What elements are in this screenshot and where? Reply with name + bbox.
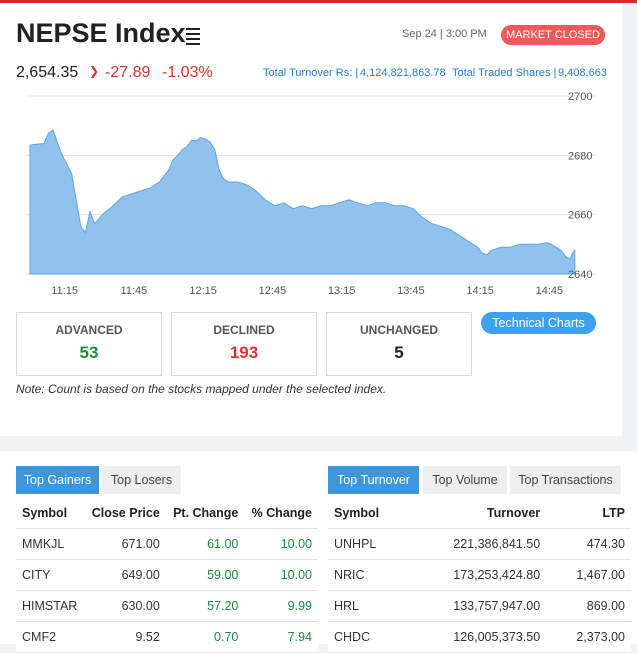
table-cell: 9.52 bbox=[84, 621, 166, 653]
tab-top-losers[interactable]: Top Losers bbox=[102, 466, 181, 494]
table-cell: 9.99 bbox=[244, 590, 318, 622]
y-tick-label: 2680 bbox=[568, 150, 592, 162]
unchanged-box: UNCHANGED 5 bbox=[326, 312, 472, 376]
table-cell: 7.94 bbox=[244, 621, 318, 653]
declined-count: 193 bbox=[229, 343, 259, 362]
table-row[interactable]: CMF2 9.52 0.70 7.94 bbox=[16, 621, 318, 653]
traded-shares-value: 9,408,663 bbox=[558, 67, 607, 79]
x-tick-label: 13:15 bbox=[328, 285, 356, 297]
table-cell: 10.00 bbox=[244, 528, 318, 560]
table-cell: 630.00 bbox=[84, 590, 166, 622]
table-cell: NRIC bbox=[328, 559, 408, 591]
index-area-series bbox=[29, 129, 576, 275]
y-tick-label: 2660 bbox=[568, 210, 592, 222]
gainers-table: Symbol Close Price Pt. Change % Change M… bbox=[16, 498, 318, 653]
x-tick-label: 14:45 bbox=[536, 285, 564, 297]
table-cell: CITY bbox=[16, 559, 85, 591]
col-turnover: Turnover bbox=[407, 498, 547, 529]
col-pt-change: Pt. Change bbox=[165, 498, 245, 529]
col-ltp: LTP bbox=[546, 498, 631, 529]
turnover-table: Symbol Turnover LTP UNHPL 221,386,841.50 4… bbox=[328, 498, 631, 653]
table-cell: 133,757,947.00 bbox=[407, 590, 547, 622]
table-row[interactable]: UNHPL 221,386,841.50 474.30 bbox=[328, 528, 631, 560]
declined-box: DECLINED 193 bbox=[171, 312, 317, 376]
tab-top-turnover[interactable]: Top Turnover bbox=[328, 466, 419, 494]
table-cell: 221,386,841.50 bbox=[407, 528, 547, 560]
table-cell: 10.00 bbox=[244, 559, 318, 591]
traded-shares-label: Total Traded Shares | bbox=[452, 67, 557, 79]
col-close-price: Close Price bbox=[84, 498, 166, 529]
table-cell: 474.30 bbox=[546, 528, 631, 560]
table-cell: 2,373.00 bbox=[546, 621, 631, 653]
unchanged-count: 5 bbox=[394, 343, 404, 362]
table-cell: 869.00 bbox=[546, 590, 631, 622]
table-cell: 57.20 bbox=[165, 590, 245, 622]
chevron-down-icon: ❯ bbox=[89, 64, 100, 78]
list-menu-icon[interactable] bbox=[186, 28, 200, 48]
index-change-points: -27.89 bbox=[105, 64, 151, 81]
table-cell: 671.00 bbox=[84, 528, 166, 560]
advanced-label: ADVANCED bbox=[55, 323, 123, 337]
x-tick-label: 13:45 bbox=[397, 285, 425, 297]
page-title: NEPSE Index bbox=[16, 18, 186, 48]
x-tick-label: 12:45 bbox=[259, 285, 287, 297]
y-tick-label: 2700 bbox=[568, 91, 592, 103]
tab-top-gainers[interactable]: Top Gainers bbox=[16, 466, 99, 494]
advanced-count: 53 bbox=[79, 343, 99, 362]
x-tick-label: 12:15 bbox=[189, 285, 217, 297]
declined-label: DECLINED bbox=[213, 323, 275, 337]
table-cell: 173,253,424.80 bbox=[407, 559, 547, 591]
x-tick-label: 11:45 bbox=[121, 285, 148, 297]
x-tick-label: 14:15 bbox=[466, 285, 494, 297]
index-chart: 2700 2680 2660 2640 11:15 11:45 12:15 12:45 13:… bbox=[26, 91, 596, 297]
index-change-percent: -1.03% bbox=[162, 64, 213, 81]
unchanged-label: UNCHANGED bbox=[360, 323, 438, 337]
table-cell: CMF2 bbox=[16, 621, 85, 653]
table-cell: 59.00 bbox=[165, 559, 245, 591]
turnover-value: 4,124,821,863.78 bbox=[360, 67, 446, 79]
table-row[interactable]: HIMSTAR 630.00 57.20 9.99 bbox=[16, 590, 318, 622]
table-header-row: Symbol Close Price Pt. Change % Change bbox=[16, 498, 318, 529]
table-cell: 649.00 bbox=[84, 559, 166, 591]
col-pct-change: % Change bbox=[244, 498, 318, 529]
index-note: Note: Count is based on the stocks mappe… bbox=[16, 382, 387, 396]
turnover-label: Total Turnover Rs: | bbox=[263, 67, 359, 79]
market-status-badge: MARKET CLOSED bbox=[501, 25, 605, 45]
table-cell: 126,005,373.50 bbox=[407, 621, 547, 653]
table-header-row: Symbol Turnover LTP bbox=[328, 498, 631, 529]
tab-top-transactions[interactable]: Top Transactions bbox=[510, 466, 621, 494]
table-cell: 1,467.00 bbox=[546, 559, 631, 591]
table-row[interactable]: HRL 133,757,947.00 869.00 bbox=[328, 590, 631, 622]
table-cell: 0.70 bbox=[165, 621, 245, 653]
col-symbol: Symbol bbox=[328, 498, 408, 529]
table-cell: 61.00 bbox=[165, 528, 245, 560]
table-cell: UNHPL bbox=[328, 528, 408, 560]
x-tick-label: 11:15 bbox=[51, 285, 78, 297]
col-symbol: Symbol bbox=[16, 498, 85, 529]
table-cell: MMKJL bbox=[16, 528, 85, 560]
y-tick-label: 2640 bbox=[568, 269, 592, 281]
table-row[interactable]: NRIC 173,253,424.80 1,467.00 bbox=[328, 559, 631, 591]
top-accent-bar bbox=[0, 0, 637, 3]
index-value: 2,654.35 bbox=[16, 64, 79, 81]
table-cell: HRL bbox=[328, 590, 408, 622]
advanced-box: ADVANCED 53 bbox=[16, 312, 162, 376]
table-cell: CHDC bbox=[328, 621, 408, 653]
technical-charts-button[interactable]: Technical Charts bbox=[481, 312, 596, 334]
table-row[interactable]: MMKJL 671.00 61.00 10.00 bbox=[16, 528, 318, 560]
table-row[interactable]: CHDC 126,005,373.50 2,373.00 bbox=[328, 621, 631, 653]
table-row[interactable]: CITY 649.00 59.00 10.00 bbox=[16, 559, 318, 591]
table-cell: HIMSTAR bbox=[16, 590, 85, 622]
tab-top-volume[interactable]: Top Volume bbox=[423, 466, 507, 494]
market-datetime: Sep 24 | 3:00 PM bbox=[402, 28, 487, 40]
